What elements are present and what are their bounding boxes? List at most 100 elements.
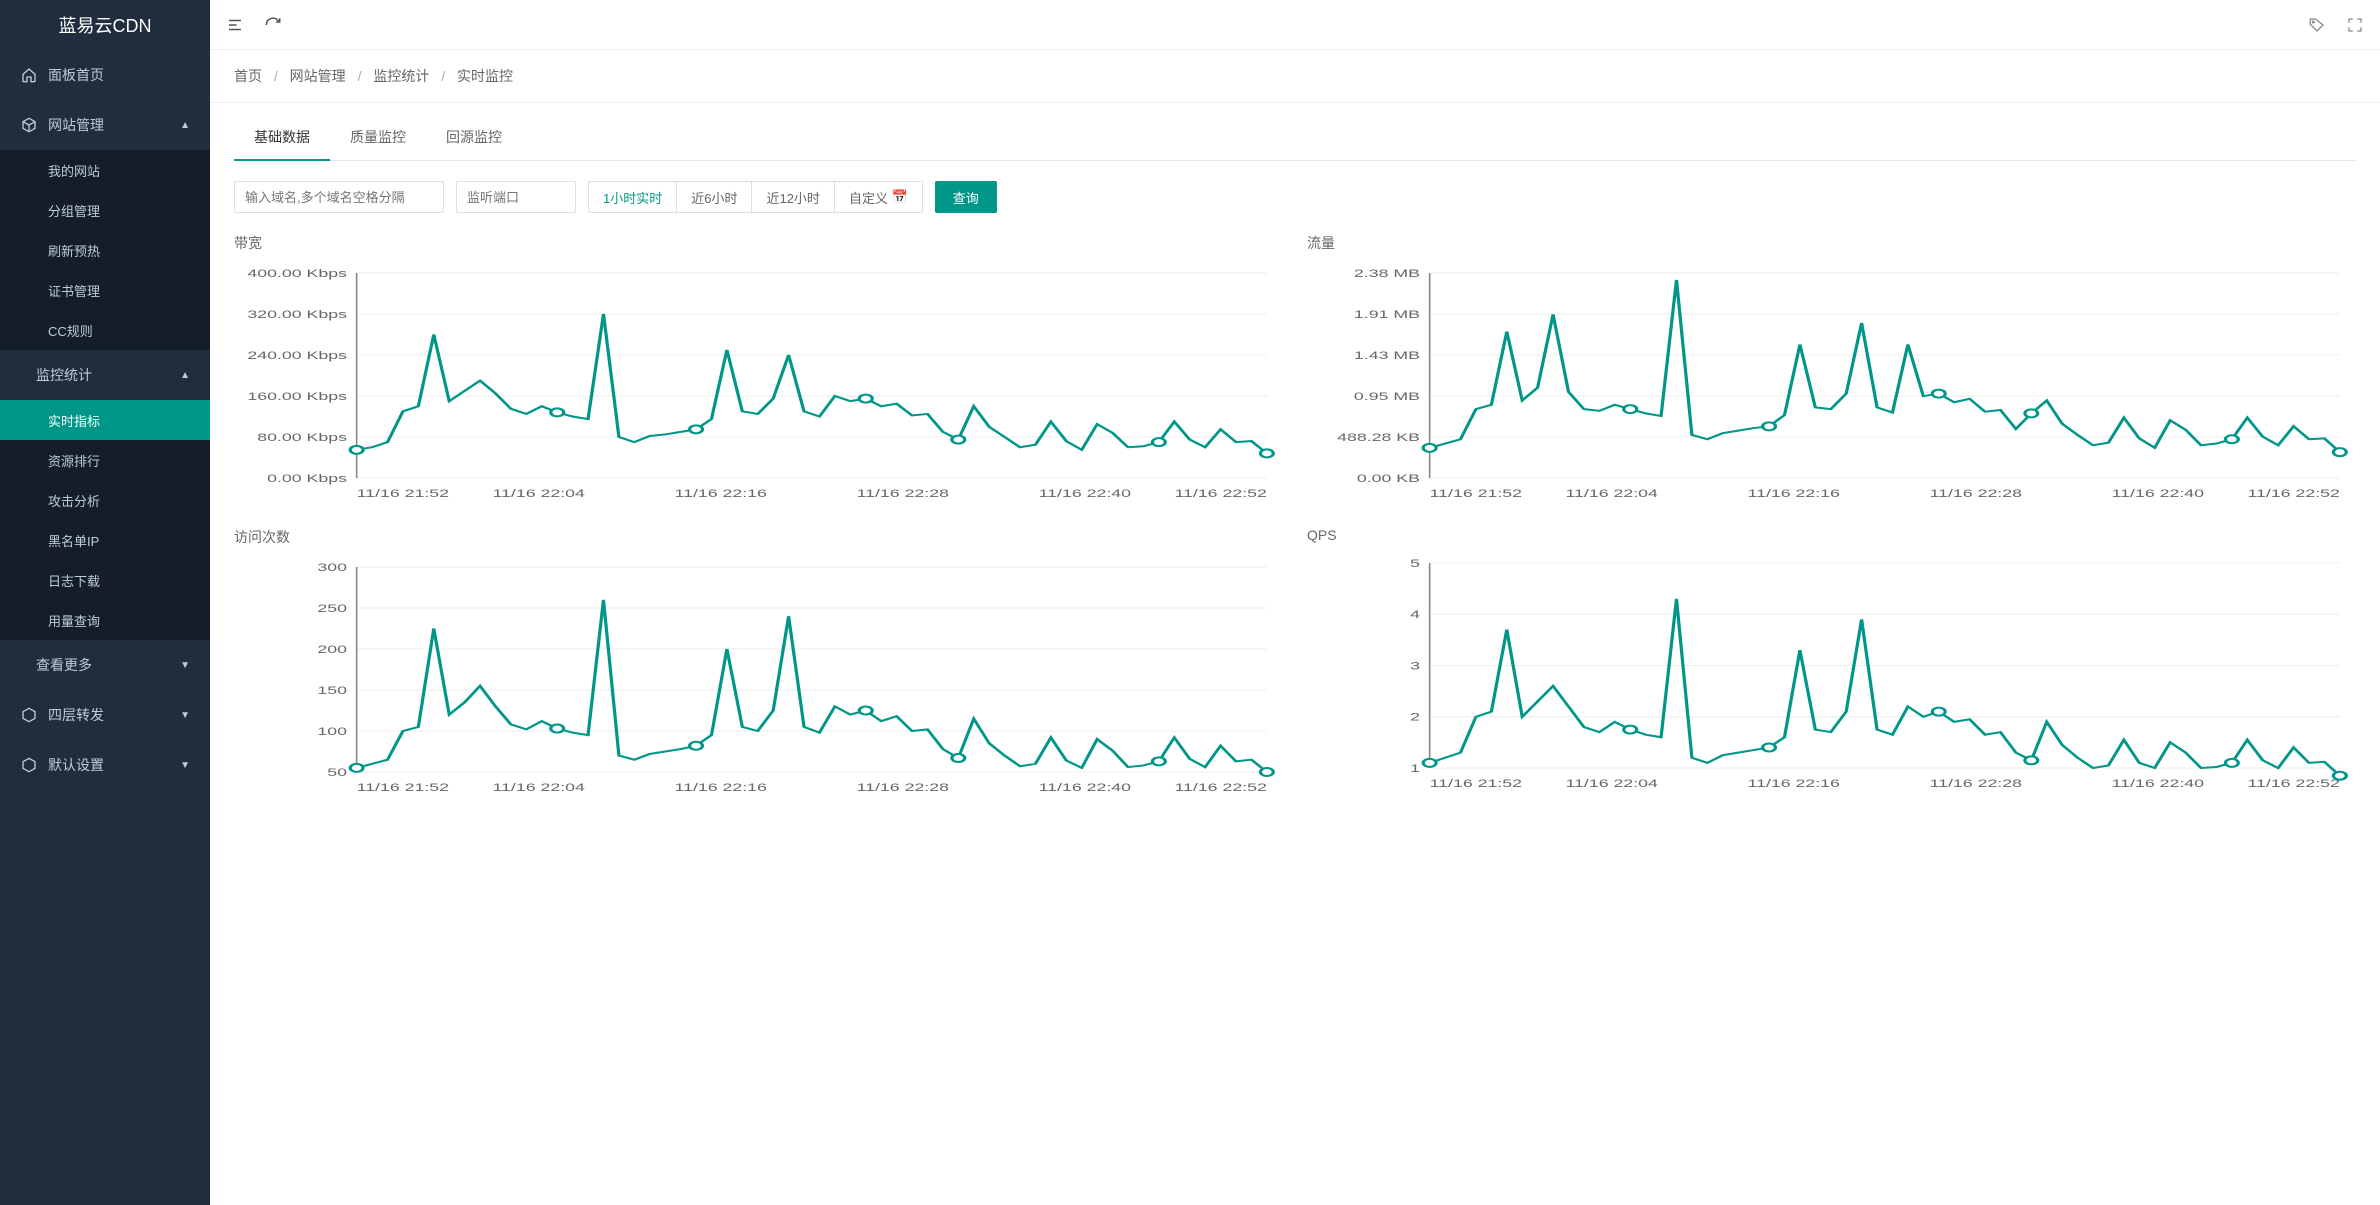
sidebar: 蓝易云CDN 面板首页 网站管理 ▲ 我的网站 分组管理 刷新预热 证书管理 C… xyxy=(0,0,210,1205)
brand-logo: 蓝易云CDN xyxy=(0,0,210,50)
time-12h[interactable]: 近12小时 xyxy=(752,182,834,212)
sidebar-item-site-mgmt[interactable]: 网站管理 ▲ xyxy=(0,100,210,150)
svg-text:488.28 KB: 488.28 KB xyxy=(1337,432,1420,444)
svg-text:1.91 MB: 1.91 MB xyxy=(1354,309,1420,321)
breadcrumb-sep: / xyxy=(358,68,362,84)
svg-text:11/16 21:52: 11/16 21:52 xyxy=(357,782,449,794)
chart-svg: 0.00 Kbps80.00 Kbps160.00 Kbps240.00 Kbp… xyxy=(234,263,1283,503)
chart-qps: QPS 1234511/16 21:5211/16 22:0411/16 22:… xyxy=(1307,527,2356,797)
breadcrumb-item[interactable]: 首页 xyxy=(234,68,262,84)
arrow-up-icon: ▲ xyxy=(180,370,190,381)
svg-text:11/16 22:28: 11/16 22:28 xyxy=(857,782,949,794)
svg-text:150: 150 xyxy=(317,685,347,697)
domain-input[interactable] xyxy=(234,181,444,213)
svg-text:11/16 22:16: 11/16 22:16 xyxy=(1748,488,1840,500)
svg-text:1: 1 xyxy=(1410,763,1420,775)
svg-text:11/16 21:52: 11/16 21:52 xyxy=(357,488,449,500)
charts-grid: 带宽 0.00 Kbps80.00 Kbps160.00 Kbps240.00 … xyxy=(234,233,2356,797)
svg-text:11/16 22:40: 11/16 22:40 xyxy=(2112,778,2204,790)
sidebar-sub-cc-rules[interactable]: CC规则 xyxy=(0,310,210,350)
sidebar-item-label: 攻击分析 xyxy=(48,491,100,510)
svg-text:2: 2 xyxy=(1410,712,1420,724)
time-1h[interactable]: 1小时实时 xyxy=(589,182,677,212)
chart-svg: 1234511/16 21:5211/16 22:0411/16 22:1611… xyxy=(1307,553,2356,793)
chart-title: 访问次数 xyxy=(234,527,1283,547)
svg-text:11/16 22:16: 11/16 22:16 xyxy=(675,782,767,794)
tabs: 基础数据 质量监控 回源监控 xyxy=(234,115,2356,161)
svg-text:320.00 Kbps: 320.00 Kbps xyxy=(247,309,347,321)
breadcrumb-item: 实时监控 xyxy=(457,68,513,84)
svg-text:11/16 22:40: 11/16 22:40 xyxy=(1039,488,1131,500)
tag-icon[interactable] xyxy=(2308,16,2326,34)
svg-text:240.00 Kbps: 240.00 Kbps xyxy=(247,350,347,362)
svg-text:11/16 22:28: 11/16 22:28 xyxy=(1930,778,2022,790)
sidebar-item-label: 刷新预热 xyxy=(48,241,100,260)
svg-text:11/16 22:04: 11/16 22:04 xyxy=(1566,778,1658,790)
svg-text:300: 300 xyxy=(317,562,347,574)
chart-title: 带宽 xyxy=(234,233,1283,253)
tab-basic[interactable]: 基础数据 xyxy=(234,115,330,161)
collapse-menu-icon[interactable] xyxy=(226,16,244,34)
time-6h[interactable]: 近6小时 xyxy=(677,182,752,212)
content: 基础数据 质量监控 回源监控 1小时实时 近6小时 近12小时 自定义 📅 查询… xyxy=(210,103,2380,1205)
svg-text:200: 200 xyxy=(317,644,347,656)
refresh-icon[interactable] xyxy=(264,16,282,34)
chart-title: QPS xyxy=(1307,527,2356,543)
arrow-up-icon: ▲ xyxy=(180,120,190,131)
sidebar-item-label: 分组管理 xyxy=(48,201,100,220)
arrow-down-icon: ▼ xyxy=(180,760,190,771)
sidebar-item-label: 默认设置 xyxy=(48,755,180,775)
query-button[interactable]: 查询 xyxy=(935,181,997,213)
fullscreen-icon[interactable] xyxy=(2346,16,2364,34)
svg-text:11/16 21:52: 11/16 21:52 xyxy=(1430,778,1522,790)
svg-text:0.00 Kbps: 0.00 Kbps xyxy=(267,473,347,485)
sidebar-item-label: 资源排行 xyxy=(48,451,100,470)
sidebar-menu: 面板首页 网站管理 ▲ 我的网站 分组管理 刷新预热 证书管理 CC规则 监控统… xyxy=(0,50,210,1205)
tab-origin[interactable]: 回源监控 xyxy=(426,115,522,161)
sidebar-sub-groups[interactable]: 分组管理 xyxy=(0,190,210,230)
sidebar-sub-blacklist[interactable]: 黑名单IP xyxy=(0,520,210,560)
sidebar-item-label: CC规则 xyxy=(48,321,93,340)
home-icon xyxy=(20,67,38,83)
sidebar-item-default-settings[interactable]: 默认设置 ▼ xyxy=(0,740,210,790)
sidebar-item-label: 网站管理 xyxy=(48,115,180,135)
svg-text:5: 5 xyxy=(1410,558,1420,570)
svg-text:50: 50 xyxy=(327,767,347,779)
sidebar-item-label: 我的网站 xyxy=(48,161,100,180)
time-custom[interactable]: 自定义 📅 xyxy=(835,182,922,212)
calendar-icon: 📅 xyxy=(892,189,908,205)
svg-text:11/16 22:52: 11/16 22:52 xyxy=(2248,778,2340,790)
breadcrumb-sep: / xyxy=(274,68,278,84)
sidebar-item-label: 证书管理 xyxy=(48,281,100,300)
svg-text:11/16 22:40: 11/16 22:40 xyxy=(2112,488,2204,500)
sidebar-sub-my-sites[interactable]: 我的网站 xyxy=(0,150,210,190)
sidebar-item-more[interactable]: 查看更多 ▼ xyxy=(0,640,210,690)
sidebar-item-monitor[interactable]: 监控统计 ▲ xyxy=(0,350,210,400)
breadcrumb-item[interactable]: 监控统计 xyxy=(373,68,429,84)
svg-text:11/16 22:16: 11/16 22:16 xyxy=(1748,778,1840,790)
tab-quality[interactable]: 质量监控 xyxy=(330,115,426,161)
arrow-down-icon: ▼ xyxy=(180,710,190,721)
port-input[interactable] xyxy=(456,181,576,213)
sidebar-sub-logs[interactable]: 日志下载 xyxy=(0,560,210,600)
chart-traffic: 流量 0.00 KB488.28 KB0.95 MB1.43 MB1.91 MB… xyxy=(1307,233,2356,503)
sidebar-item-label: 用量查询 xyxy=(48,611,100,630)
breadcrumb-item[interactable]: 网站管理 xyxy=(290,68,346,84)
sidebar-sub-refresh[interactable]: 刷新预热 xyxy=(0,230,210,270)
sidebar-item-home[interactable]: 面板首页 xyxy=(0,50,210,100)
svg-text:3: 3 xyxy=(1410,661,1420,673)
svg-text:400.00 Kbps: 400.00 Kbps xyxy=(247,268,347,280)
sidebar-item-label: 监控统计 xyxy=(36,365,180,385)
sidebar-sub-resource-rank[interactable]: 资源排行 xyxy=(0,440,210,480)
radio-label: 自定义 xyxy=(849,188,888,207)
sidebar-sub-usage[interactable]: 用量查询 xyxy=(0,600,210,640)
time-range-group: 1小时实时 近6小时 近12小时 自定义 📅 xyxy=(588,181,923,213)
sidebar-sub-certs[interactable]: 证书管理 xyxy=(0,270,210,310)
svg-text:1.43 MB: 1.43 MB xyxy=(1354,350,1420,362)
sidebar-item-label: 日志下载 xyxy=(48,571,100,590)
chart-bandwidth: 带宽 0.00 Kbps80.00 Kbps160.00 Kbps240.00 … xyxy=(234,233,1283,503)
sidebar-sub-realtime[interactable]: 实时指标 xyxy=(0,400,210,440)
sidebar-item-layer4[interactable]: 四层转发 ▼ xyxy=(0,690,210,740)
svg-text:11/16 22:28: 11/16 22:28 xyxy=(857,488,949,500)
sidebar-sub-attack[interactable]: 攻击分析 xyxy=(0,480,210,520)
